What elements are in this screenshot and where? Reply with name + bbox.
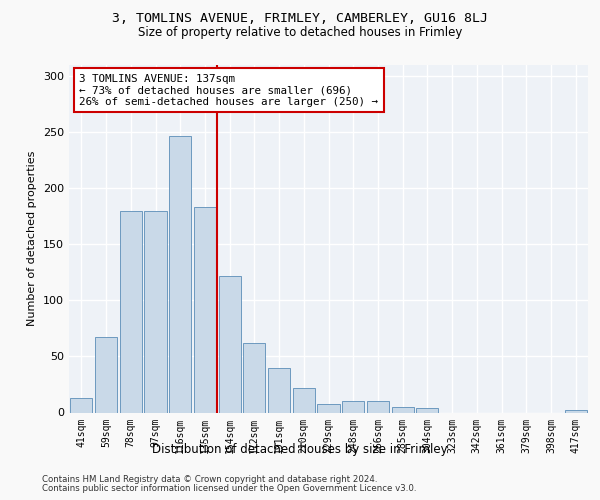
Y-axis label: Number of detached properties: Number of detached properties [28,151,37,326]
Text: Contains HM Land Registry data © Crown copyright and database right 2024.: Contains HM Land Registry data © Crown c… [42,475,377,484]
Bar [95,338,117,412]
Bar [268,368,290,412]
Bar [243,343,265,412]
Bar [70,398,92,412]
Bar [342,402,364,412]
Text: Contains public sector information licensed under the Open Government Licence v3: Contains public sector information licen… [42,484,416,493]
Bar [218,276,241,412]
Bar [367,402,389,412]
Text: Size of property relative to detached houses in Frimley: Size of property relative to detached ho… [138,26,462,39]
Bar [416,408,439,412]
Bar [317,404,340,412]
Bar [194,208,216,412]
Text: 3 TOMLINS AVENUE: 137sqm
← 73% of detached houses are smaller (696)
26% of semi-: 3 TOMLINS AVENUE: 137sqm ← 73% of detach… [79,74,379,107]
Bar [392,407,414,412]
Bar [169,136,191,412]
Bar [565,410,587,412]
Bar [119,210,142,412]
Bar [293,388,315,412]
Bar [145,210,167,412]
Text: 3, TOMLINS AVENUE, FRIMLEY, CAMBERLEY, GU16 8LJ: 3, TOMLINS AVENUE, FRIMLEY, CAMBERLEY, G… [112,12,488,26]
Text: Distribution of detached houses by size in Frimley: Distribution of detached houses by size … [152,442,448,456]
